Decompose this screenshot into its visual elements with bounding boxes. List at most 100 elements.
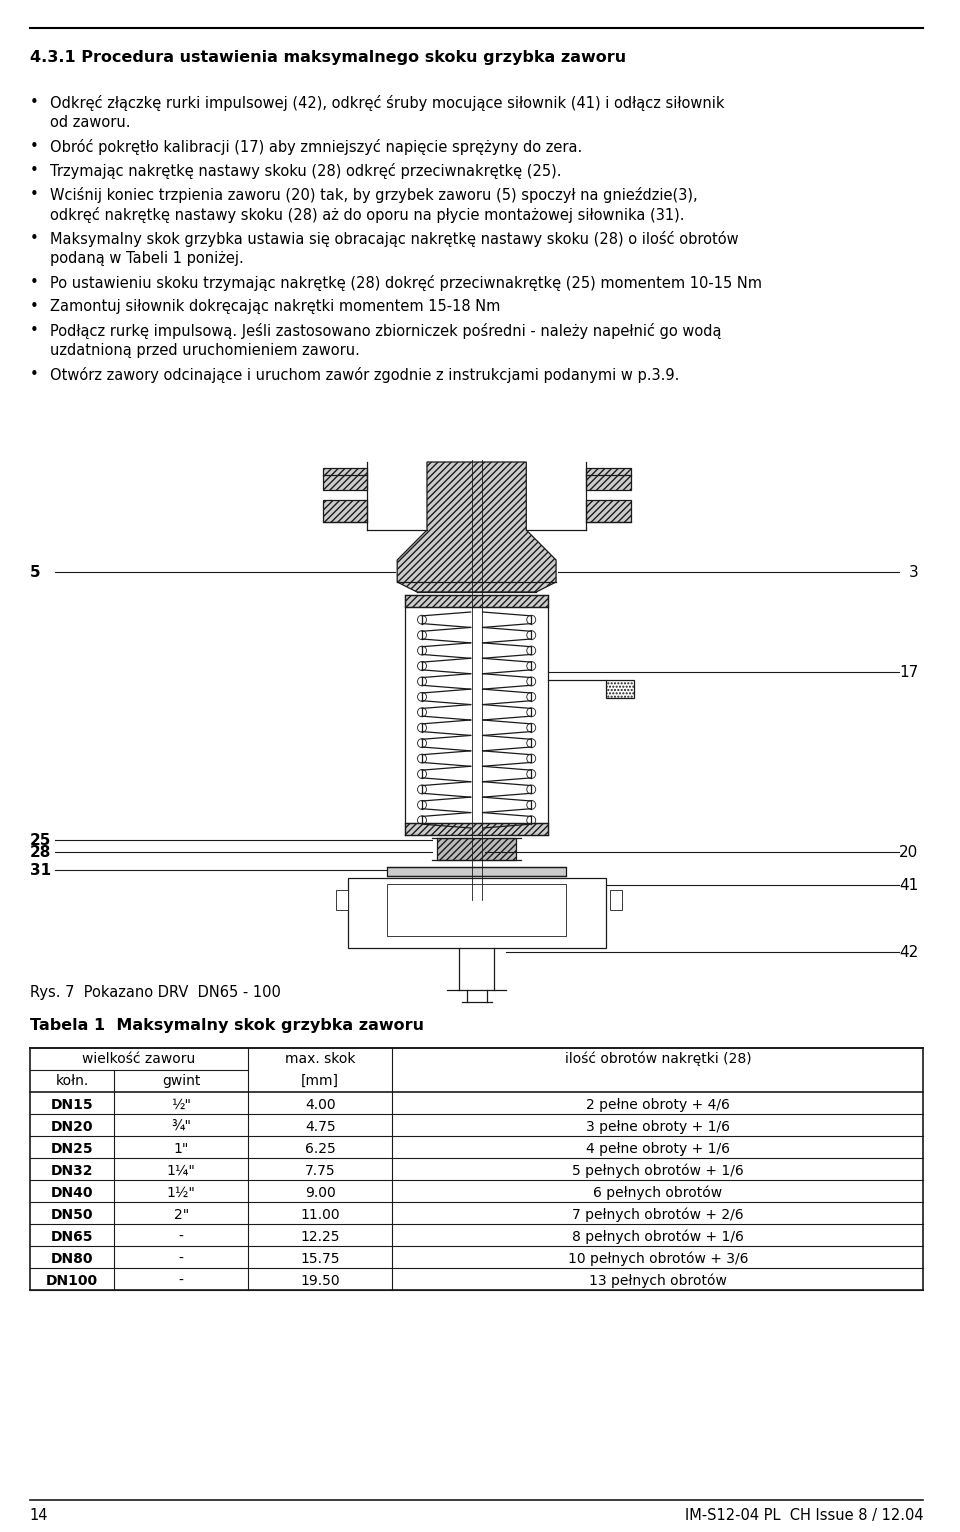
Circle shape — [527, 647, 536, 656]
Circle shape — [527, 800, 536, 809]
Text: DN15: DN15 — [51, 1098, 93, 1112]
Circle shape — [527, 692, 536, 702]
Text: •: • — [30, 162, 38, 178]
Text: Zamontuj siłownik dokręcając nakrętki momentem 15-18 Nm: Zamontuj siłownik dokręcając nakrętki mo… — [50, 299, 500, 314]
Bar — [323, 467, 368, 490]
Polygon shape — [397, 463, 556, 591]
Text: 2 pełne obroty + 4/6: 2 pełne obroty + 4/6 — [586, 1098, 730, 1112]
Circle shape — [527, 769, 536, 778]
Text: wielkość zaworu: wielkość zaworu — [83, 1052, 196, 1066]
Text: 4.3.1 Procedura ustawienia maksymalnego skoku grzybka zaworu: 4.3.1 Procedura ustawienia maksymalnego … — [30, 51, 626, 64]
Text: 4 pełne obroty + 1/6: 4 pełne obroty + 1/6 — [586, 1141, 730, 1157]
Circle shape — [418, 662, 426, 671]
Circle shape — [527, 754, 536, 763]
Circle shape — [418, 784, 426, 794]
Circle shape — [418, 815, 426, 824]
Text: DN32: DN32 — [51, 1164, 93, 1178]
Bar — [336, 890, 348, 910]
Text: 13 pełnych obrotów: 13 pełnych obrotów — [588, 1273, 727, 1288]
Text: 2": 2" — [174, 1209, 189, 1223]
Text: 1¼": 1¼" — [167, 1164, 196, 1178]
Circle shape — [418, 708, 426, 717]
Bar — [437, 838, 516, 859]
Text: 6 pełnych obrotów: 6 pełnych obrotów — [593, 1186, 723, 1200]
Text: DN100: DN100 — [46, 1275, 98, 1288]
Text: DN20: DN20 — [51, 1120, 93, 1134]
Text: 17: 17 — [900, 665, 919, 680]
Text: Odkręć złączkę rurki impulsowej (42), odkręć śruby mocujące siłownik (41) i odłą: Odkręć złączkę rurki impulsowej (42), od… — [50, 95, 724, 110]
Text: DN80: DN80 — [51, 1252, 93, 1265]
Text: •: • — [30, 323, 38, 339]
Text: 3: 3 — [909, 564, 919, 579]
Text: 5 pełnych obrotów + 1/6: 5 pełnych obrotów + 1/6 — [572, 1164, 744, 1178]
Text: •: • — [30, 187, 38, 202]
Bar — [405, 594, 548, 607]
Text: Otwórz zawory odcinające i uruchom zawór zgodnie z instrukcjami podanymi w p.3.9: Otwórz zawory odcinające i uruchom zawór… — [50, 368, 679, 383]
Text: kołn.: kołn. — [56, 1074, 88, 1088]
Circle shape — [418, 616, 426, 624]
Text: 42: 42 — [900, 945, 919, 959]
Text: Obróć pokrętło kalibracji (17) aby zmniejszyć napięcie sprężyny do zera.: Obróć pokrętło kalibracji (17) aby zmnie… — [50, 139, 582, 155]
Text: [mm]: [mm] — [301, 1074, 339, 1088]
Text: 31: 31 — [30, 863, 51, 878]
Circle shape — [527, 616, 536, 624]
Text: 1½": 1½" — [167, 1186, 196, 1200]
Text: 1": 1" — [174, 1141, 189, 1157]
Circle shape — [527, 677, 536, 686]
Text: 4.00: 4.00 — [305, 1098, 336, 1112]
Text: -: - — [179, 1275, 183, 1288]
Text: 7 pełnych obrotów + 2/6: 7 pełnych obrotów + 2/6 — [572, 1207, 744, 1223]
Text: •: • — [30, 368, 38, 381]
Bar — [606, 680, 634, 699]
Circle shape — [527, 631, 536, 640]
Text: 6.25: 6.25 — [305, 1141, 336, 1157]
Text: Rys. 7  Pokazano DRV  DN65 - 100: Rys. 7 Pokazano DRV DN65 - 100 — [30, 985, 280, 1000]
Circle shape — [527, 708, 536, 717]
Text: od zaworu.: od zaworu. — [50, 115, 131, 130]
Text: DN25: DN25 — [51, 1141, 93, 1157]
Circle shape — [418, 723, 426, 732]
Text: ¾": ¾" — [171, 1120, 191, 1134]
Bar — [610, 890, 621, 910]
Text: 4.75: 4.75 — [305, 1120, 336, 1134]
Text: •: • — [30, 231, 38, 247]
Text: Tabela 1  Maksymalny skok grzybka zaworu: Tabela 1 Maksymalny skok grzybka zaworu — [30, 1017, 423, 1033]
Circle shape — [418, 769, 426, 778]
Text: Podłącz rurkę impulsową. Jeśli zastosowano zbiorniczek pośredni - należy napełni: Podłącz rurkę impulsową. Jeśli zastosowa… — [50, 323, 721, 339]
Text: •: • — [30, 95, 38, 110]
Text: •: • — [30, 276, 38, 290]
Bar — [405, 823, 548, 835]
Text: Wciśnij koniec trzpienia zaworu (20) tak, by grzybek zaworu (5) spoczył na gnieź: Wciśnij koniec trzpienia zaworu (20) tak… — [50, 187, 697, 204]
Text: DN50: DN50 — [51, 1209, 93, 1223]
Circle shape — [418, 754, 426, 763]
Bar — [387, 867, 566, 876]
Text: 25: 25 — [30, 832, 51, 847]
Text: 11.00: 11.00 — [300, 1209, 340, 1223]
Text: 19.50: 19.50 — [300, 1275, 340, 1288]
Text: 9.00: 9.00 — [305, 1186, 336, 1200]
Text: 20: 20 — [900, 844, 919, 859]
Circle shape — [527, 723, 536, 732]
Text: gwint: gwint — [162, 1074, 201, 1088]
Text: 12.25: 12.25 — [300, 1230, 340, 1244]
Text: Trzymając nakrętkę nastawy skoku (28) odkręć przeciwnakrętkę (25).: Trzymając nakrętkę nastawy skoku (28) od… — [50, 162, 562, 179]
Text: 3 pełne obroty + 1/6: 3 pełne obroty + 1/6 — [586, 1120, 730, 1134]
Circle shape — [418, 692, 426, 702]
Text: IM-S12-04 PL  CH Issue 8 / 12.04: IM-S12-04 PL CH Issue 8 / 12.04 — [684, 1507, 924, 1523]
Circle shape — [418, 738, 426, 748]
Text: uzdatnioną przed uruchomieniem zaworu.: uzdatnioną przed uruchomieniem zaworu. — [50, 343, 360, 358]
Text: max. skok: max. skok — [285, 1052, 355, 1066]
Text: 7.75: 7.75 — [305, 1164, 336, 1178]
Circle shape — [527, 784, 536, 794]
Bar — [586, 467, 631, 490]
Text: 14: 14 — [30, 1507, 48, 1523]
Circle shape — [527, 815, 536, 824]
Circle shape — [527, 738, 536, 748]
Bar — [387, 884, 566, 936]
Text: 15.75: 15.75 — [300, 1252, 340, 1265]
Text: -: - — [179, 1230, 183, 1244]
Circle shape — [418, 800, 426, 809]
Circle shape — [418, 647, 426, 656]
Text: •: • — [30, 299, 38, 314]
Text: 41: 41 — [900, 878, 919, 893]
